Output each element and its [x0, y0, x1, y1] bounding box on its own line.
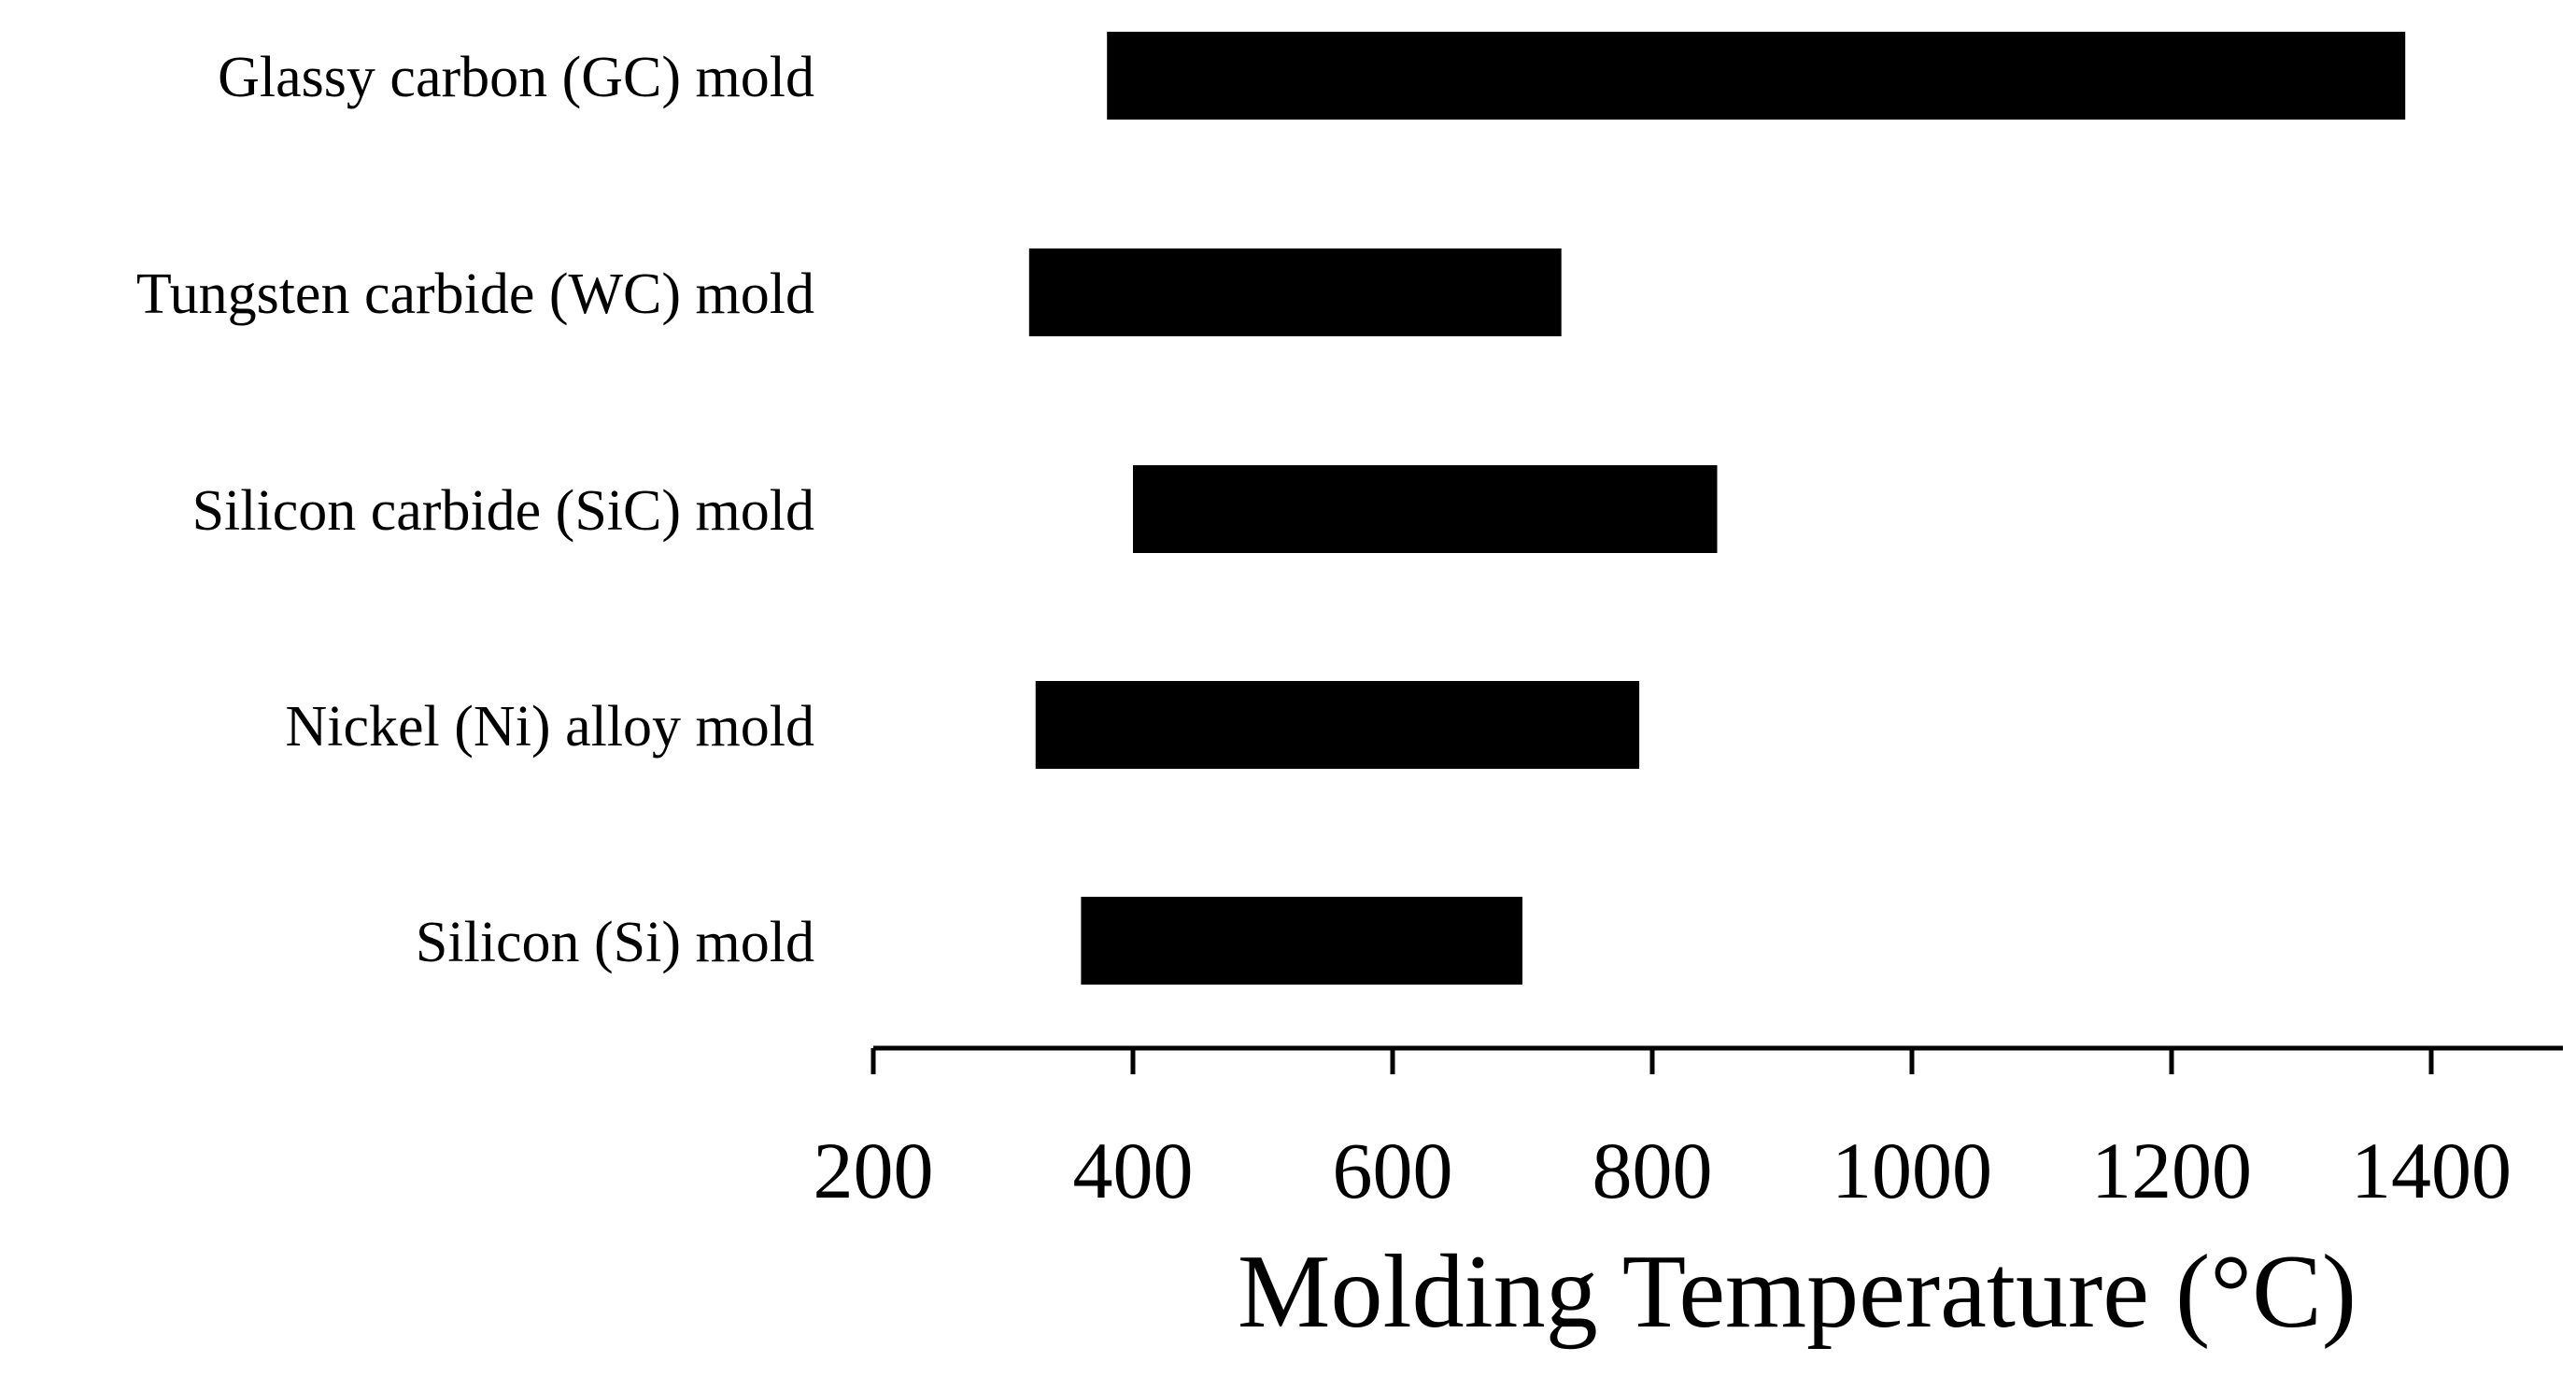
category-label: Silicon (Si) mold: [416, 911, 814, 974]
category-label: Silicon carbide (SiC) mold: [192, 479, 814, 543]
bar-4: [1035, 681, 1640, 769]
category-labels: Glassy carbon (GC) mold Tungsten carbide …: [136, 46, 814, 974]
x-tick-label: 1400: [2351, 1126, 2512, 1215]
bars-layer: [1028, 32, 2406, 985]
x-tick-label: 800: [1592, 1126, 1713, 1215]
x-tick-label: 400: [1073, 1126, 1194, 1215]
x-tick-label: 200: [814, 1126, 934, 1215]
category-label: Nickel (Ni) alloy mold: [286, 695, 814, 759]
bar-5: [1081, 897, 1522, 985]
x-tick-label: 1000: [1832, 1126, 1992, 1215]
bar-2: [1028, 248, 1562, 336]
x-tick-label: 600: [1333, 1126, 1453, 1215]
bar-1: [1107, 32, 2406, 120]
x-axis-ticks: 200 400 600 800 1000 1200 1400: [814, 1048, 2512, 1215]
x-axis-title: Molding Temperature (°C): [1238, 1234, 2357, 1350]
x-tick-label: 1200: [2091, 1126, 2252, 1215]
category-label: Tungsten carbide (WC) mold: [136, 262, 814, 326]
category-label: Glassy carbon (GC) mold: [218, 46, 814, 109]
bar-3: [1133, 465, 1718, 553]
